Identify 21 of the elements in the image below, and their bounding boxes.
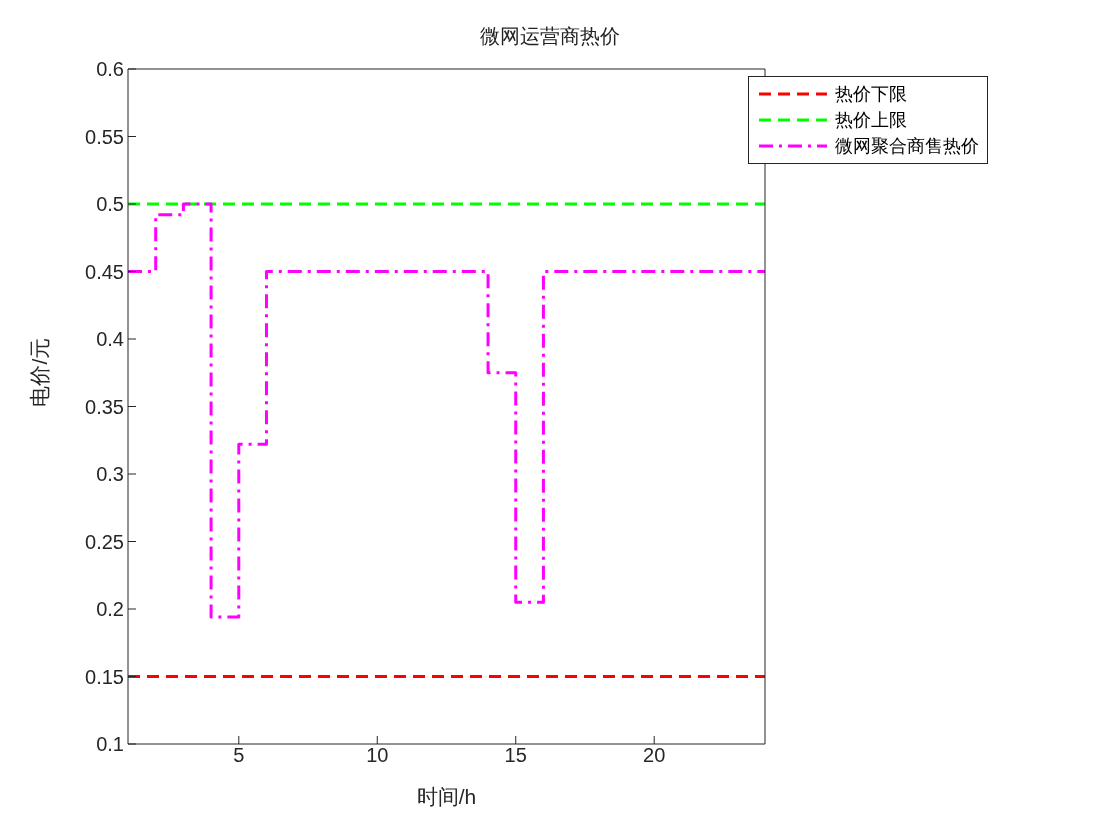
chart-title: 微网运营商热价 (479, 24, 621, 49)
y-tick-label: 0.5 (96, 193, 124, 216)
y-tick-label: 0.4 (96, 328, 124, 351)
y-tick-label: 0.45 (85, 260, 124, 283)
y-tick-label: 0.35 (85, 395, 124, 418)
legend-label: 微网聚合商售热价 (835, 135, 979, 158)
y-tick-label: 0.6 (96, 58, 124, 81)
x-axis-title: 时间/h (416, 785, 477, 808)
x-tick-label: 5 (233, 744, 245, 767)
y-tick-label: 0.2 (96, 598, 124, 621)
y-tick-label: 0.55 (85, 125, 124, 148)
y-axis-title: 电价/元 (28, 337, 52, 407)
y-tick-label: 0.15 (85, 665, 124, 688)
y-tick-label: 0.3 (96, 463, 124, 486)
x-tick-label: 20 (643, 744, 666, 767)
legend-label: 热价上限 (835, 109, 907, 132)
y-tick-label: 0.1 (96, 733, 124, 756)
x-tick-label: 15 (504, 744, 527, 767)
legend-label: 热价下限 (835, 83, 907, 106)
y-tick-label: 0.25 (85, 530, 124, 553)
x-tick-label: 10 (366, 744, 389, 767)
